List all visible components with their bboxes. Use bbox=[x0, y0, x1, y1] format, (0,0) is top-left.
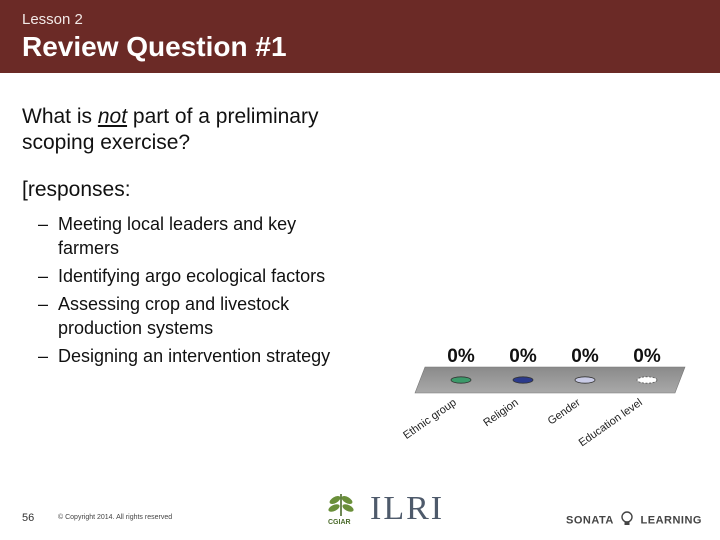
chart-category-label-4: Education level bbox=[577, 397, 645, 450]
question-prefix: What is bbox=[22, 105, 98, 128]
response-item-2: – Identifying argo ecological factors bbox=[38, 266, 326, 286]
chart-value-label-1: 0% bbox=[447, 346, 475, 367]
lightbulb-icon bbox=[620, 511, 634, 530]
question-text: What is not part of a preliminary scopin… bbox=[22, 104, 382, 156]
sonata-logo: SONATA LEARNING bbox=[566, 511, 702, 530]
chart-value-label-3: 0% bbox=[571, 346, 599, 367]
sonata-text-left: SONATA bbox=[566, 514, 614, 527]
cgiar-leaf-icon bbox=[328, 494, 354, 516]
cgiar-label: CGIAR bbox=[328, 519, 351, 526]
chart-floor bbox=[414, 366, 686, 394]
lesson-label: Lesson 2 bbox=[22, 11, 83, 28]
response-item-4: – Designing an intervention strategy bbox=[38, 346, 331, 366]
chart-bar-4 bbox=[636, 376, 658, 384]
responses-heading: [responses: bbox=[22, 178, 131, 201]
response-list: – Meeting local leaders and key farmers –… bbox=[38, 212, 348, 372]
chart-bar-3 bbox=[574, 376, 596, 384]
response-text-1: Meeting local leaders and key farmers bbox=[58, 214, 297, 258]
response-text-2: Identifying argo ecological factors bbox=[58, 266, 326, 286]
chart-value-label-4: 0% bbox=[633, 346, 661, 367]
cgiar-logo: CGIAR bbox=[324, 490, 358, 528]
page-number: 56 bbox=[22, 512, 35, 524]
question-suffix: part of a preliminary scoping exercise? bbox=[22, 105, 319, 154]
response-text-4: Designing an intervention strategy bbox=[58, 346, 331, 366]
chart-bar-1 bbox=[450, 376, 472, 384]
chart-category-label-3: Gender bbox=[546, 396, 583, 427]
question-emphasis: not bbox=[97, 105, 128, 128]
slide-header: Lesson 2 Review Question #1 bbox=[0, 0, 720, 73]
sonata-text-right: LEARNING bbox=[640, 514, 702, 527]
chart-bar-2 bbox=[512, 376, 534, 384]
chart-category-label-2: Religion bbox=[481, 397, 520, 430]
response-chart: 0% Ethnic group 0% Religion 0% Gender 0% Educat… bbox=[401, 346, 686, 450]
slide-title: Review Question #1 bbox=[22, 31, 287, 62]
ilri-logo: ILRI bbox=[370, 490, 445, 527]
chart-category-label-1: Ethnic group bbox=[401, 397, 458, 442]
response-text-3: Assessing crop and livestock production … bbox=[58, 294, 290, 338]
response-item-3: – Assessing crop and livestock production… bbox=[38, 294, 290, 338]
copyright-text: © Copyright 2014. All rights reserved bbox=[58, 514, 173, 521]
chart-value-label-2: 0% bbox=[509, 346, 537, 367]
response-item-1: – Meeting local leaders and key farmers bbox=[38, 214, 297, 258]
